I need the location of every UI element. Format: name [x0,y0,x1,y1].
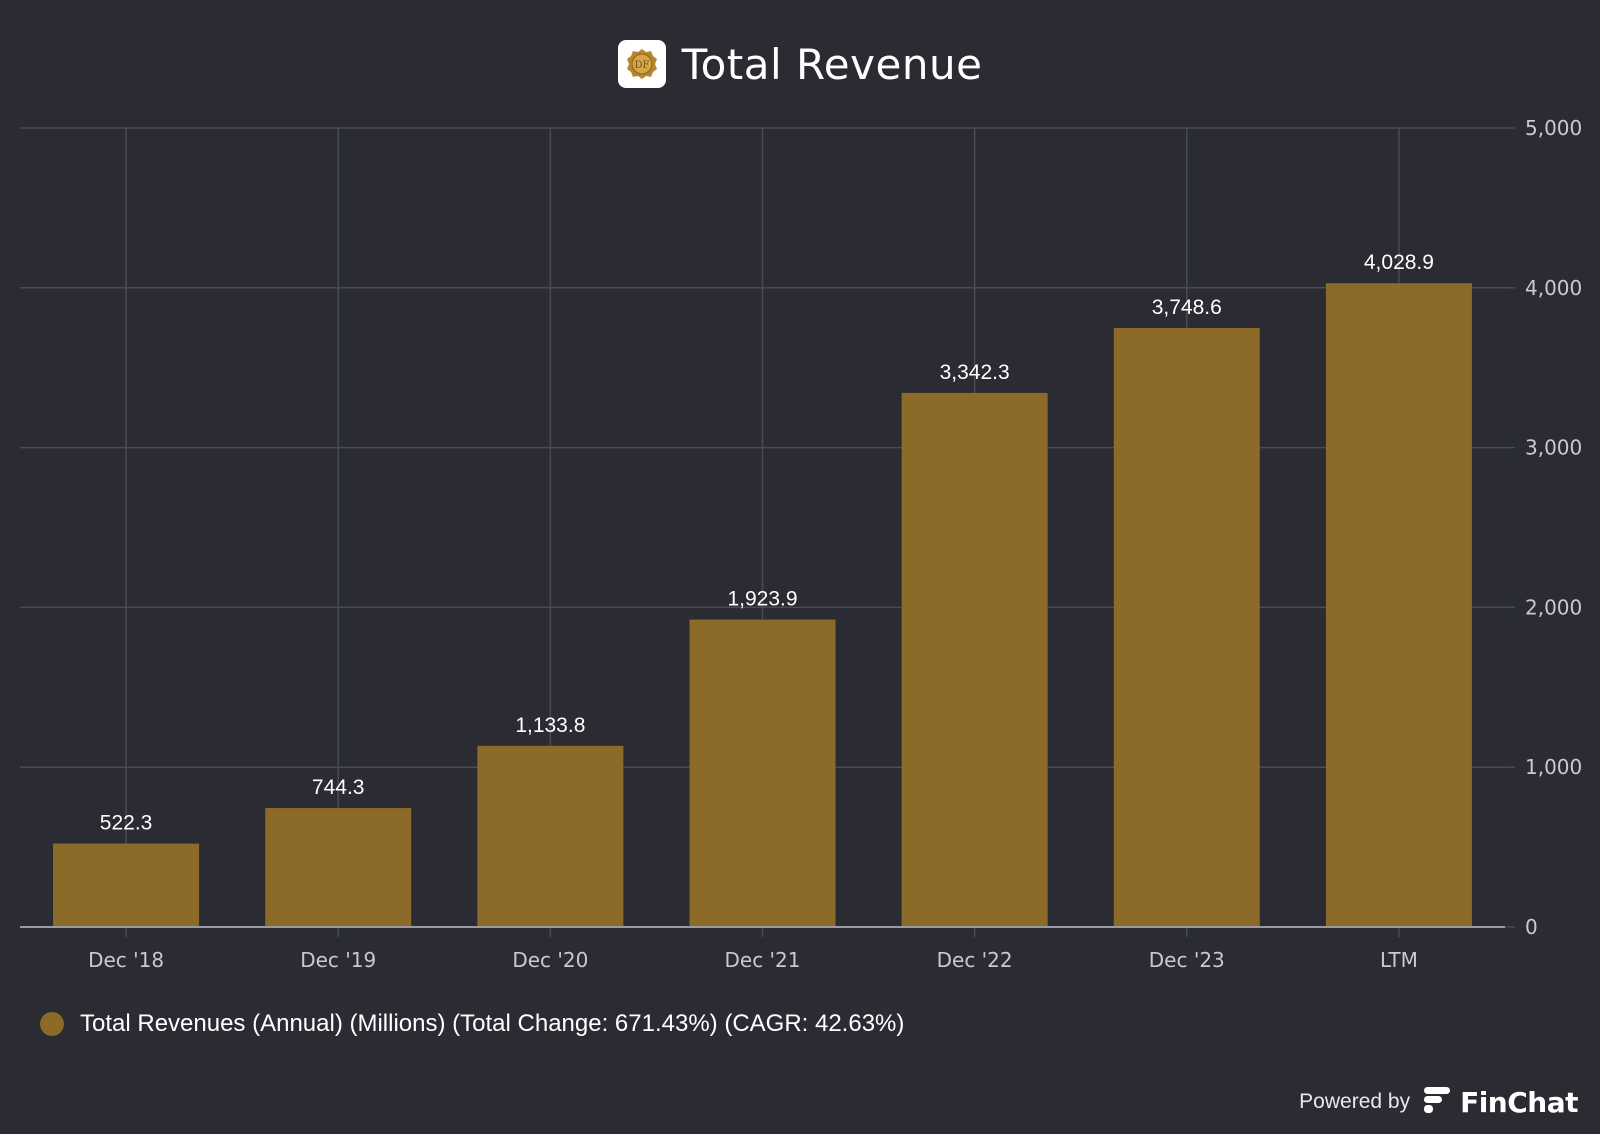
finchat-brand: FinChat [1460,1085,1578,1119]
y-tick-label: 2,000 [1525,595,1582,619]
bars [53,283,1472,928]
chart-header: DF Total Revenue [0,38,1600,90]
x-tick-label: Dec '21 [724,948,800,972]
bar-value-label: 522.3 [100,812,153,835]
axes: 0 1,000 2,000 3,000 4,000 5,000 Dec '18 Dec '19… [20,116,1582,972]
legend-label: Total Revenues (Annual) (Millions) (Tota… [80,1010,905,1037]
x-tick-label: Dec '20 [512,948,588,972]
finchat-logo-icon [1422,1085,1452,1120]
data-labels: 522.3 744.3 1,133.8 1,923.9 3,342.3 3,748.6 4,… [100,251,1434,834]
bar-chart: 522.3 744.3 1,133.8 1,923.9 3,342.3 3,748.6 4,… [20,116,1582,972]
bar [1113,327,1260,927]
y-tick-label: 0 [1525,915,1538,939]
company-logo-icon: DF [617,40,666,88]
bar [1325,283,1472,928]
y-tick-label: 3,000 [1525,436,1582,460]
y-tick-label: 4,000 [1525,276,1582,300]
bar [689,619,836,927]
bar-value-label: 1,133.8 [515,714,585,737]
x-tick-label: Dec '23 [1149,948,1225,972]
bar [53,843,200,927]
bar-value-label: 3,748.6 [1152,296,1222,319]
y-tick-label: 1,000 [1525,755,1582,779]
logo-text: DF [634,60,649,71]
bar [265,808,412,927]
x-tick-label: LTM [1380,948,1418,972]
bar [901,392,1048,927]
bar-value-label: 744.3 [312,776,365,799]
bar [477,745,624,927]
powered-by-text: Powered by [1299,1090,1411,1113]
chart-title: Total Revenue [681,39,983,89]
legend[interactable]: Total Revenues (Annual) (Millions) (Tota… [40,1010,904,1038]
legend-marker [40,1012,64,1036]
x-tick-label: Dec '19 [300,948,376,972]
powered-by-footer[interactable]: Powered by FinChat [1299,1082,1578,1122]
x-tick-label: Dec '18 [88,948,164,972]
y-tick-label: 5,000 [1525,116,1582,140]
bar-value-label: 3,342.3 [940,361,1010,384]
bar-value-label: 1,923.9 [727,588,797,611]
x-tick-label: Dec '22 [937,948,1013,972]
bar-value-label: 4,028.9 [1364,251,1434,274]
